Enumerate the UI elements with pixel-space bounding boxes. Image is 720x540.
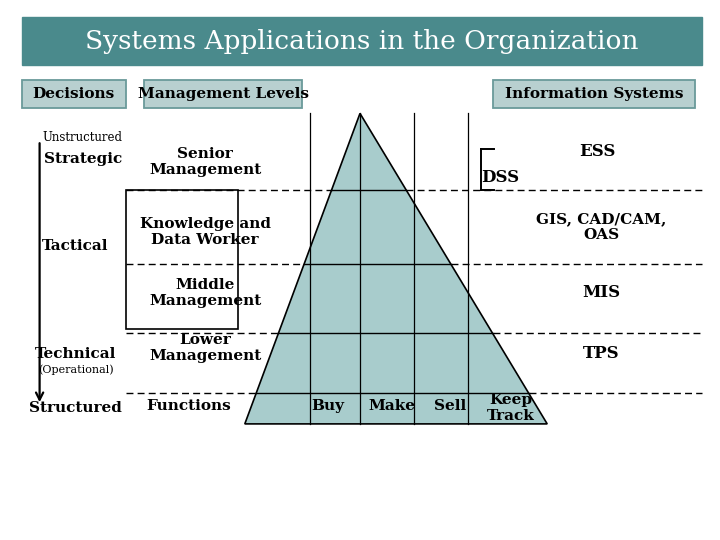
Text: Technical: Technical [35, 347, 117, 361]
FancyBboxPatch shape [144, 80, 302, 108]
Text: Strategic: Strategic [44, 152, 122, 166]
Text: Lower
Management: Lower Management [149, 333, 261, 363]
Polygon shape [245, 113, 547, 424]
Text: Decisions: Decisions [32, 87, 115, 101]
Text: Sell: Sell [434, 399, 466, 413]
Text: Tactical: Tactical [42, 239, 109, 253]
Text: Knowledge and
Data Worker: Knowledge and Data Worker [140, 217, 271, 247]
Text: Structured: Structured [30, 401, 122, 415]
Text: Buy: Buy [311, 399, 344, 413]
Text: Management Levels: Management Levels [138, 87, 309, 101]
Text: TPS: TPS [583, 345, 619, 362]
Text: Senior
Management: Senior Management [149, 147, 261, 177]
Text: Keep
Track: Keep Track [487, 393, 535, 423]
Text: GIS, CAD/CAM,
OAS: GIS, CAD/CAM, OAS [536, 212, 667, 242]
FancyBboxPatch shape [22, 80, 126, 108]
Text: Functions: Functions [146, 399, 231, 413]
Text: (Operational): (Operational) [37, 364, 114, 375]
Text: Make: Make [369, 399, 416, 413]
Text: MIS: MIS [582, 284, 620, 301]
Text: Systems Applications in the Organization: Systems Applications in the Organization [85, 29, 638, 53]
FancyBboxPatch shape [493, 80, 695, 108]
FancyBboxPatch shape [22, 17, 702, 65]
Text: DSS: DSS [482, 168, 519, 186]
Text: ESS: ESS [580, 143, 616, 160]
Text: Middle
Management: Middle Management [149, 278, 261, 308]
Text: Information Systems: Information Systems [505, 87, 683, 101]
Text: Unstructured: Unstructured [42, 131, 123, 144]
